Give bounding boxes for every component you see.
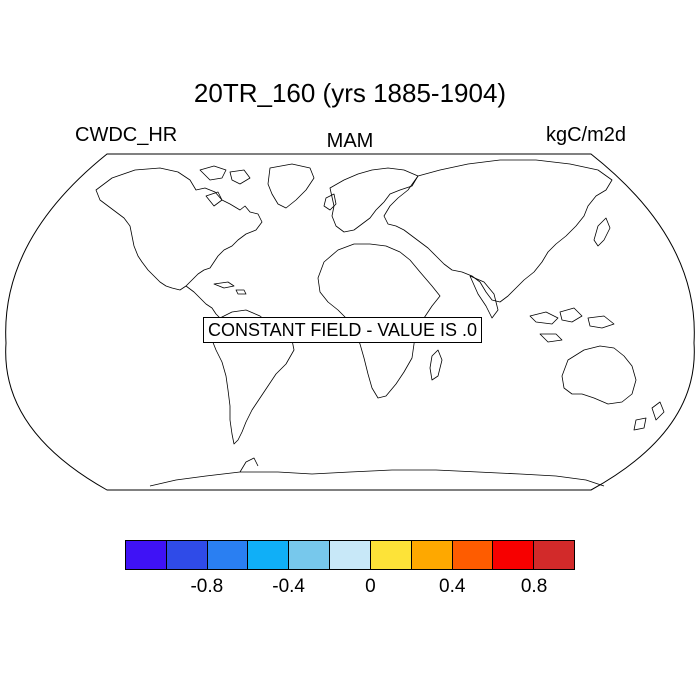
antarctica-coast [149,469,605,487]
colorbar-swatch [493,541,535,569]
colorbar-swatch [248,541,290,569]
caribbean-island [213,281,235,289]
colorbar-swatch [289,541,331,569]
australia-coast [561,345,637,405]
africa-coast [317,243,441,399]
colorbar-swatch [411,541,453,569]
colorbar-swatch [370,541,412,569]
indonesia-island [529,311,559,325]
colorbar-tick-label: 0.8 [520,576,548,597]
greenland-coast [267,163,315,209]
colorbar-swatch [126,541,167,569]
map-boundary [5,153,695,491]
britain-coast [323,193,337,211]
antarctic-peninsula [239,457,259,473]
arctic-island [199,165,227,181]
india-coast [469,275,499,319]
constant-field-message: CONSTANT FIELD - VALUE IS .0 [203,317,483,343]
variable-label: CWDC_HR [75,124,178,146]
plot-title: 20TR_160 (yrs 1885-1904) [193,78,507,108]
units-label: kgC/m2d [545,124,626,146]
colorbar-tick-label: 0 [365,576,376,597]
europe-coast [329,167,419,233]
caribbean-island [235,289,247,295]
new-zealand-coast [651,401,665,421]
madagascar-coast [429,349,443,381]
asia-coast [383,159,613,303]
colorbar-swatch [452,541,494,569]
north-america-coast [95,167,263,291]
indonesia-island [539,333,563,343]
colorbar-swatch [166,541,208,569]
indonesia-island [559,307,583,323]
colorbar-tick-label: -0.4 [272,576,305,597]
colorbar-swatch [207,541,249,569]
japan-coast [593,217,611,247]
arctic-island [205,191,223,207]
season-label: MAM [326,130,374,152]
colorbar [125,540,575,570]
coastlines [95,159,665,487]
arctic-island [229,169,251,185]
central-america-coast [185,285,221,319]
colorbar-swatch [534,541,574,569]
colorbar-swatch [330,541,371,569]
indonesia-island [587,315,615,329]
new-zealand-coast [633,417,647,431]
colorbar-tick-label: 0.4 [439,576,466,597]
colorbar-tick-label: -0.8 [190,576,224,597]
